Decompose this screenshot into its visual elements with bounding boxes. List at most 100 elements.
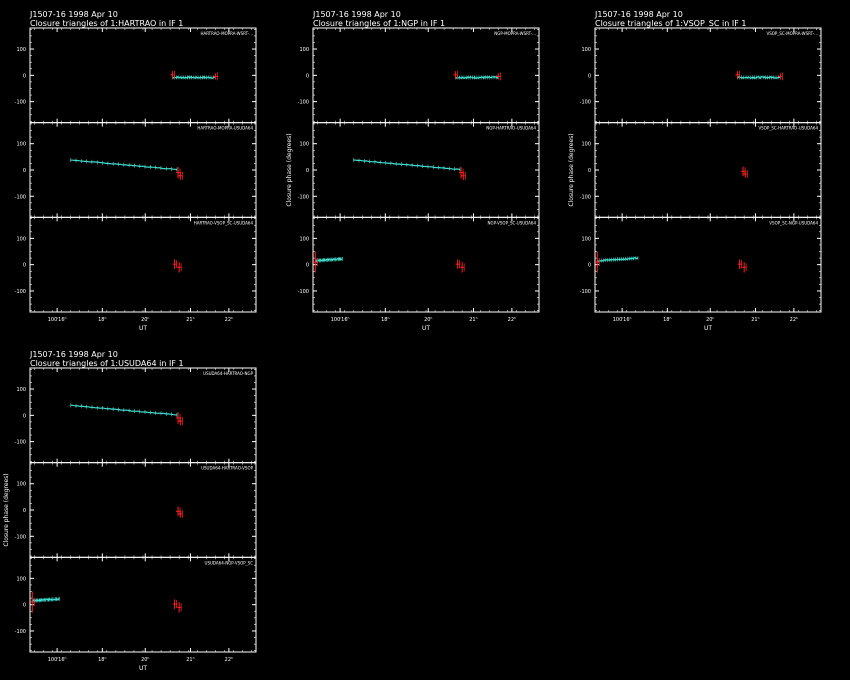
x-axis-label: UT [139, 665, 147, 672]
panel-frame [29, 27, 257, 124]
y-tick-label: 0 [306, 73, 309, 79]
y-tick-label: 0 [23, 603, 26, 609]
baseline-label: HARTRAO-MOPRA-WSRT-... [200, 31, 253, 36]
y-tick-label: 100 [16, 47, 26, 53]
y-tick-label: 0 [588, 73, 591, 79]
y-tick-label: 0 [23, 413, 26, 419]
x-tick-label: 100ⁱ16ʰ [48, 657, 67, 663]
y-tick-label: 100 [16, 142, 26, 148]
panel-frame [312, 216, 540, 313]
x-tick-label: 100ⁱ16ʰ [613, 317, 632, 323]
x-tick-label: 21ʰ [186, 657, 194, 663]
chart-header: J1507-16 1998 Apr 10 [312, 10, 401, 19]
x-tick-label: 18ʰ [98, 317, 106, 323]
y-tick-label: -100 [580, 100, 591, 106]
y-tick-label: -100 [15, 629, 26, 635]
panel-3: USUDA64-NGP-VSOP_SC 100 0 -100 [15, 556, 257, 653]
x-tick-label: 22ʰ [225, 317, 233, 323]
y-axis-label: Closure phase (degrees) [3, 473, 10, 546]
x-tick-label: 18ʰ [98, 657, 106, 663]
panel-frame [29, 367, 257, 464]
baseline-label: USUDA64-NGP-VSOP_SC [205, 560, 254, 565]
panel-2: NGP-HARTRAO-USUDA64 100 0 -100 [298, 122, 540, 218]
x-tick-label: 20ʰ [706, 317, 714, 323]
baseline-label: USUDA64-HARTRAO-VSOP [201, 466, 254, 471]
y-tick-label: -100 [15, 100, 26, 106]
panel-3: HARTRAO-VSOP_SC-USUDA64 100 0 -100 [15, 216, 257, 313]
panel-3: VSOP_SC-NGP-USUDA64 100 0 -100 [580, 216, 822, 313]
y-tick-label: -100 [15, 194, 26, 200]
panel-frame [29, 462, 257, 558]
panel-frame [312, 122, 540, 218]
y-tick-label: 100 [16, 576, 26, 582]
baseline-label: USUDA64-HARTRAO-NGP [203, 371, 253, 376]
x-tick-label: 21ʰ [186, 317, 194, 323]
x-tick-label: 20ʰ [141, 657, 149, 663]
y-tick-label: 100 [581, 47, 591, 53]
y-tick-label: 0 [588, 168, 591, 174]
y-tick-label: 0 [23, 263, 26, 269]
panel-1: VSOP_SC-MOPRA-WSRT-... 100 0 -100 [580, 27, 822, 124]
panel-frame [29, 216, 257, 313]
panel-1: HARTRAO-MOPRA-WSRT-... 100 0 -100 [15, 27, 257, 124]
baseline-label: VSOP_SC-HARTRAO-USUDA64 [758, 126, 818, 131]
y-tick-label: -100 [15, 534, 26, 540]
baseline-label: NGP-MOPRA-WSRT-... [494, 31, 536, 36]
baseline-label: VSOP_SC-MOPRA-WSRT-... [767, 31, 819, 36]
y-tick-label: 100 [299, 142, 309, 148]
x-tick-label: 21ʰ [469, 317, 477, 323]
y-tick-label: 0 [23, 168, 26, 174]
y-axis-label: Closure phase (degrees) [286, 133, 293, 206]
x-axis-label: UT [704, 325, 712, 332]
panel-2: HARTRAO-MOPRA-USUDA64 100 0 -100 [15, 122, 257, 218]
panel-1: USUDA64-HARTRAO-NGP 100 0 -100 [15, 367, 257, 464]
y-tick-label: -100 [15, 289, 26, 295]
chart-title: Closure triangles of 1:HARTRAO in IF 1 [30, 19, 183, 28]
y-tick-label: 100 [299, 47, 309, 53]
y-tick-label: -100 [298, 100, 309, 106]
y-tick-label: -100 [298, 194, 309, 200]
panel-frame [312, 27, 540, 124]
y-tick-label: 0 [23, 73, 26, 79]
y-tick-label: 100 [581, 142, 591, 148]
x-tick-label: 22ʰ [790, 317, 798, 323]
chart-title: Closure triangles of 1:NGP in IF 1 [313, 19, 445, 28]
y-tick-label: 0 [306, 263, 309, 269]
chart-header: J1507-16 1998 Apr 10 [29, 350, 118, 359]
x-tick-label: 18ʰ [381, 317, 389, 323]
chart-title: Closure triangles of 1:USUDA64 in IF 1 [30, 359, 184, 368]
y-tick-label: 100 [16, 482, 26, 488]
x-tick-label: 22ʰ [508, 317, 516, 323]
x-axis-label: UT [422, 325, 430, 332]
panel-1: NGP-MOPRA-WSRT-... 100 0 -100 [298, 27, 540, 124]
panel-frame [594, 122, 822, 218]
x-tick-label: 20ʰ [424, 317, 432, 323]
baseline-label: NGP-HARTRAO-USUDA64 [486, 126, 536, 131]
panel-2: USUDA64-HARTRAO-VSOP 100 0 -100 [15, 462, 257, 558]
panel-frame [594, 27, 822, 124]
y-tick-label: 100 [581, 236, 591, 242]
panel-frame [29, 556, 257, 653]
y-axis-label: Closure phase (degrees) [568, 133, 575, 206]
baseline-label: NGP-VSOP_SC-USUDA64 [488, 220, 537, 225]
y-tick-label: -100 [580, 289, 591, 295]
baseline-label: HARTRAO-VSOP_SC-USUDA64 [194, 220, 254, 225]
x-tick-label: 18ʰ [663, 317, 671, 323]
chart-header: J1507-16 1998 Apr 10 [29, 10, 118, 19]
x-tick-label: 20ʰ [141, 317, 149, 323]
y-tick-label: 0 [588, 263, 591, 269]
baseline-label: HARTRAO-MOPRA-USUDA64 [197, 126, 253, 131]
x-tick-label: 21ʰ [751, 317, 759, 323]
y-tick-label: -100 [298, 289, 309, 295]
y-tick-label: 100 [16, 387, 26, 393]
y-tick-label: -100 [15, 440, 26, 446]
y-tick-label: 0 [306, 168, 309, 174]
x-axis-label: UT [139, 325, 147, 332]
y-tick-label: -100 [580, 194, 591, 200]
panel-2: VSOP_SC-HARTRAO-USUDA64 100 0 -100 [580, 122, 822, 218]
x-tick-label: 22ʰ [225, 657, 233, 663]
x-tick-label: 100ⁱ16ʰ [48, 317, 67, 323]
